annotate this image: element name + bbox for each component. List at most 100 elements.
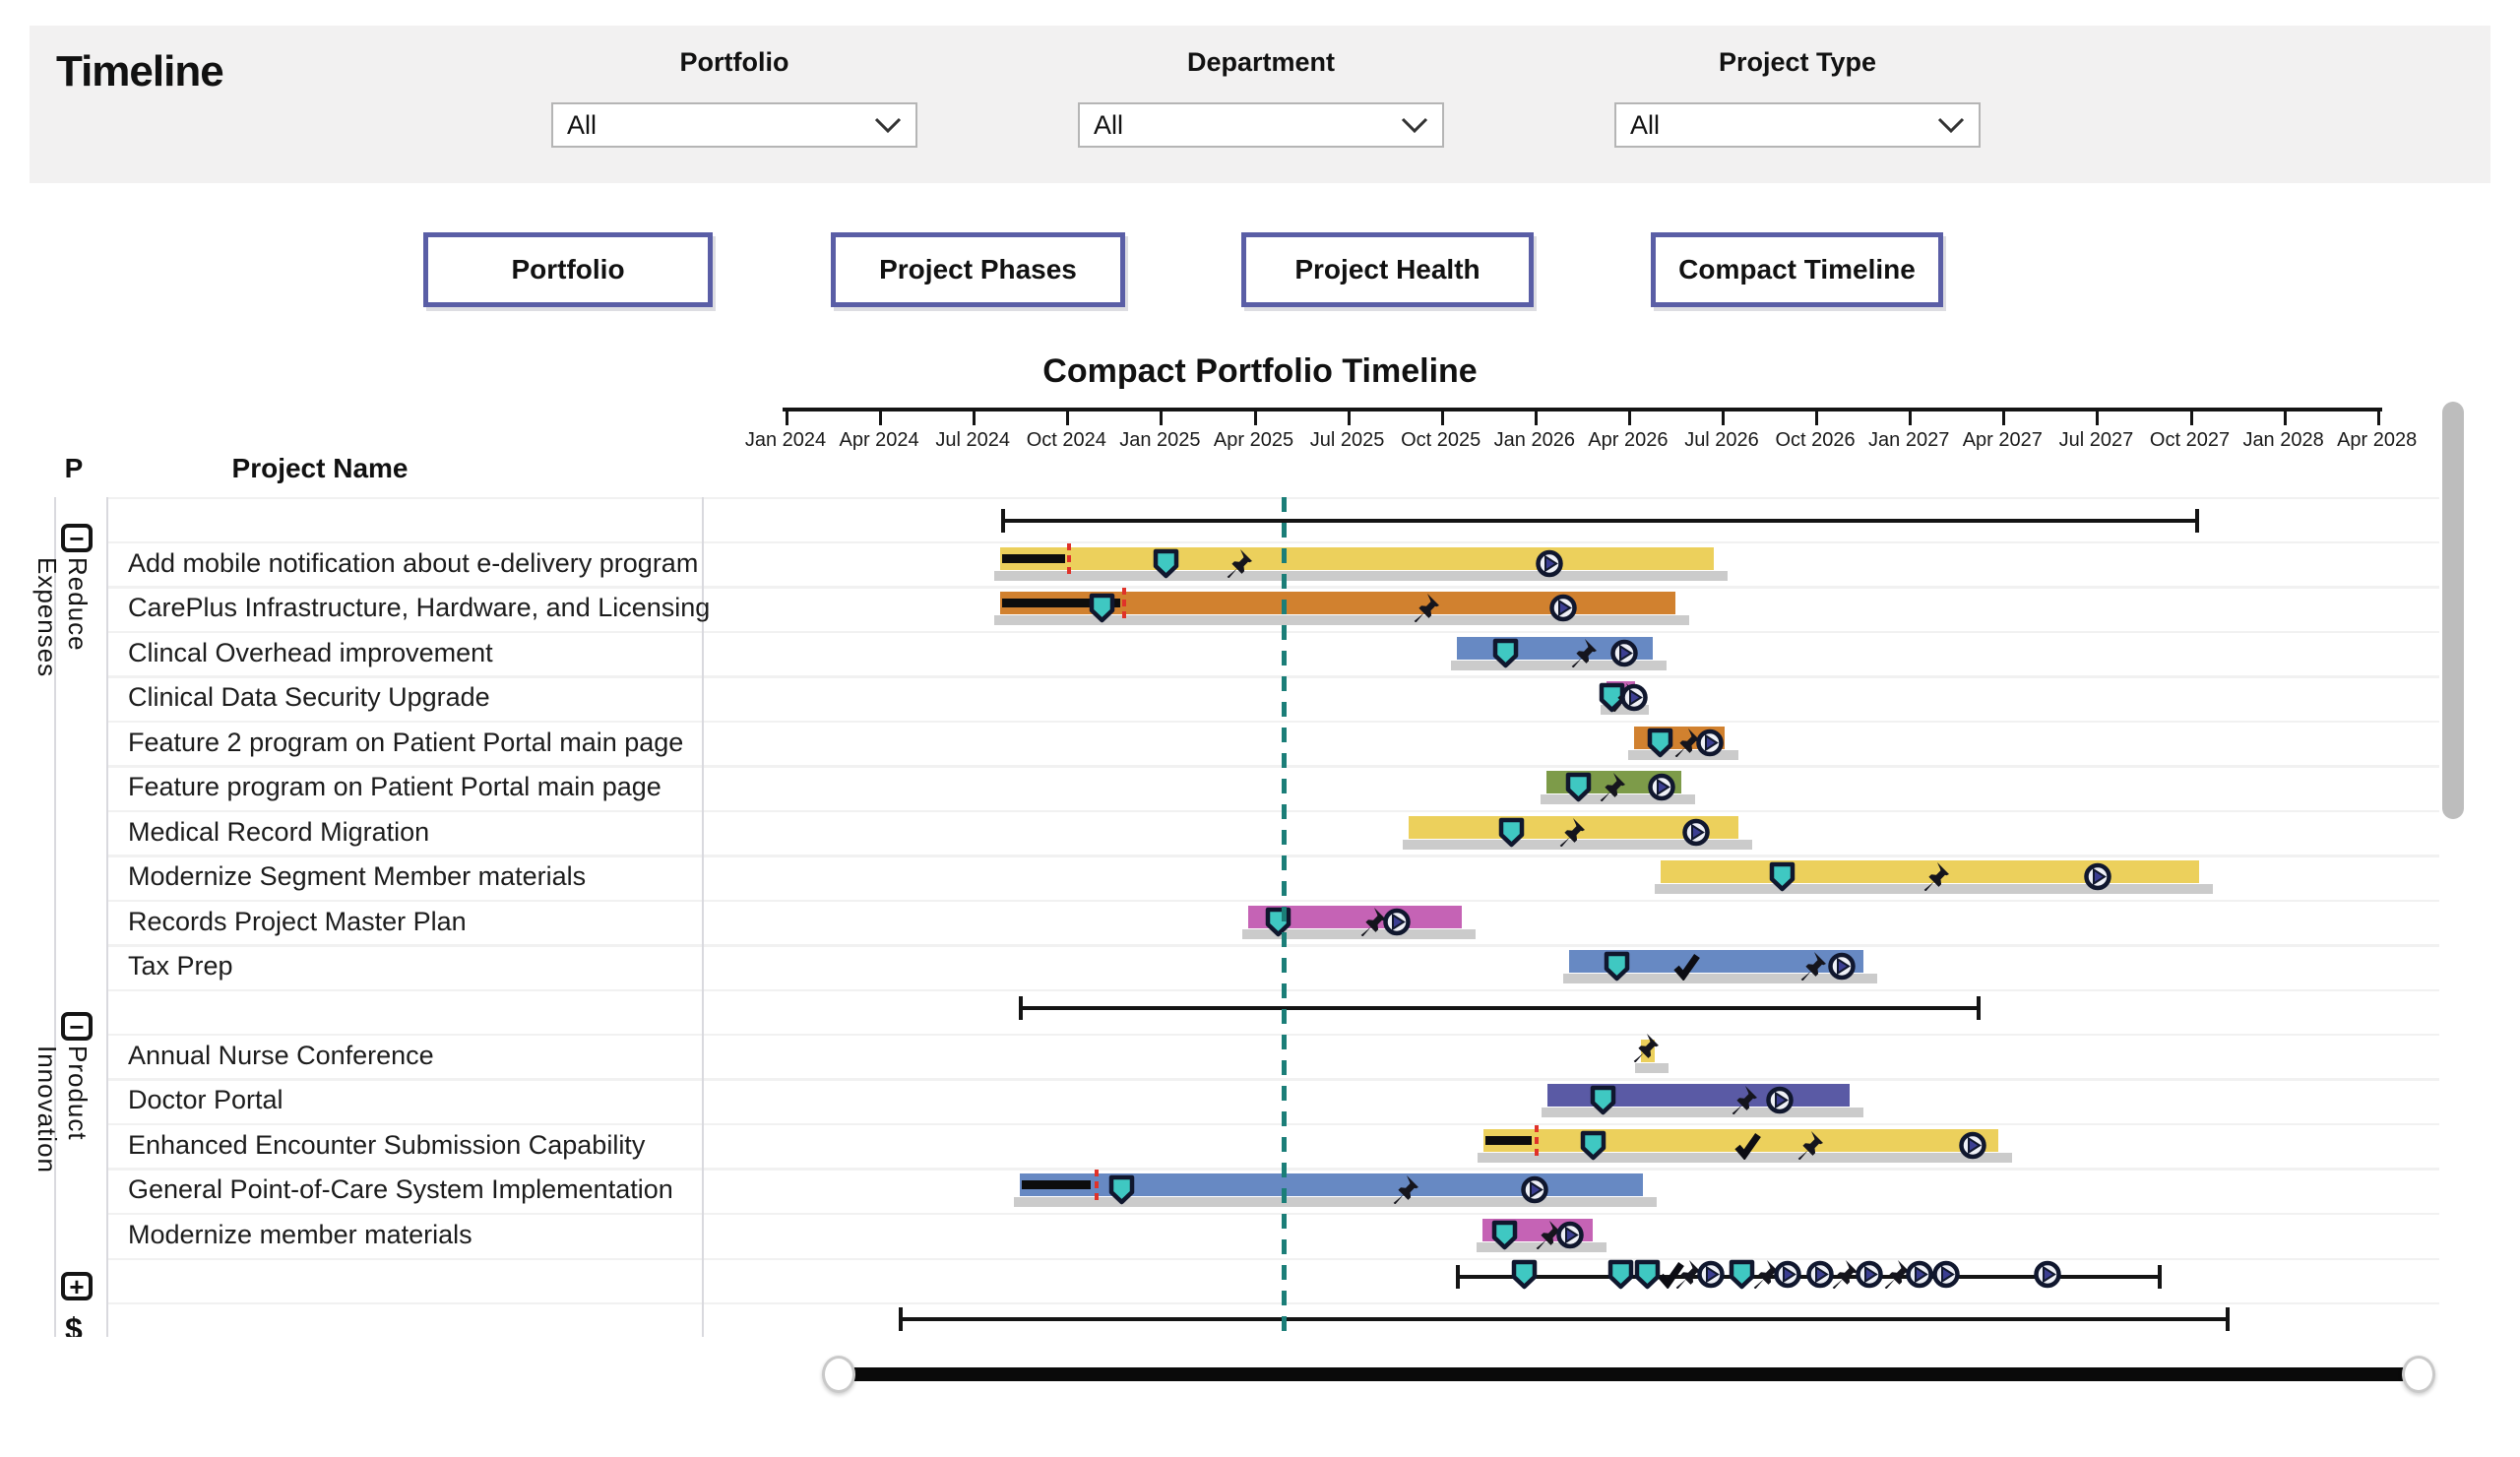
- milestone-shield-icon: [1089, 593, 1118, 623]
- project-name-cell: Clinical Data Security Upgrade: [128, 682, 490, 712]
- status-circle-icon: [1696, 1259, 1726, 1290]
- bar-shadow: [1563, 974, 1877, 983]
- filter-label-0: Portfolio: [679, 47, 789, 77]
- bar-shadow: [1403, 840, 1752, 850]
- group-column-divider: [106, 497, 108, 1337]
- row-gridline: [106, 944, 2439, 947]
- status-circle-icon: [1805, 1259, 1835, 1290]
- project-timeline-bar[interactable]: [1000, 547, 1714, 570]
- slider-handle-right[interactable]: [2402, 1356, 2435, 1393]
- progress-bar: [1485, 1136, 1532, 1145]
- pushpin-icon: [1357, 907, 1387, 937]
- axis-tick-label: Jul 2026: [1684, 429, 1759, 451]
- bracket-end-tick: [899, 1307, 903, 1331]
- filter-label-1: Department: [1186, 47, 1336, 77]
- project-timeline-bar[interactable]: [1409, 816, 1738, 839]
- axis-tick-label: Oct 2026: [1775, 429, 1856, 451]
- row-gridline: [106, 1213, 2439, 1216]
- nav-button-compact-timeline[interactable]: Compact Timeline: [1651, 232, 1943, 307]
- project-timeline-bar[interactable]: [1000, 592, 1675, 614]
- project-timeline-bar[interactable]: [1020, 1173, 1643, 1196]
- bar-shadow: [1477, 1242, 1606, 1252]
- table-left-border: [54, 497, 56, 1337]
- project-name-cell: Add mobile notification about e-delivery…: [128, 548, 699, 578]
- status-circle-icon: [2083, 861, 2112, 892]
- axis-tick-label: Oct 2024: [1026, 429, 1106, 451]
- axis-tick-label: Apr 2028: [2337, 429, 2418, 451]
- pushpin-icon: [1881, 1259, 1911, 1290]
- status-circle-icon: [1905, 1259, 1934, 1290]
- pushpin-icon: [1390, 1174, 1419, 1205]
- filter-label-2: Project Type: [1718, 47, 1877, 77]
- milestone-shield-icon: [1607, 1259, 1637, 1290]
- bar-shadow: [1242, 929, 1476, 939]
- project-name-cell: General Point-of-Care System Implementat…: [128, 1174, 673, 1204]
- status-circle-icon: [1555, 1220, 1585, 1250]
- check-icon: [1656, 1259, 1685, 1290]
- filter-select-1[interactable]: All: [1078, 102, 1444, 148]
- project-timeline-bar[interactable]: [1569, 950, 1863, 973]
- pushpin-icon: [1224, 548, 1253, 579]
- milestone-shield-icon: [1590, 1085, 1619, 1115]
- pushpin-icon: [1672, 1259, 1702, 1290]
- vertical-scrollbar-thumb[interactable]: [2442, 402, 2464, 819]
- progress-bar: [1002, 599, 1120, 607]
- collapse-group-button[interactable]: −: [61, 1012, 93, 1041]
- axis-tick-mark: [1253, 408, 1257, 425]
- row-gridline: [106, 855, 2439, 857]
- bar-shadow: [1541, 794, 1695, 804]
- time-range-slider-track[interactable]: [851, 1367, 2404, 1381]
- row-gridline: [106, 810, 2439, 813]
- pushpin-icon: [1556, 817, 1586, 848]
- bracket-end-tick: [2226, 1307, 2230, 1331]
- project-timeline-bar[interactable]: [1661, 860, 2199, 883]
- milestone-shield-icon: [1265, 907, 1294, 937]
- pushpin-icon: [1411, 593, 1440, 623]
- bar-shadow: [1451, 661, 1667, 670]
- today-marker-line: [1282, 497, 1287, 1337]
- milestone-shield-icon: [1491, 1220, 1521, 1250]
- row-gridline: [106, 675, 2439, 678]
- project-timeline-bar[interactable]: [1483, 1129, 1998, 1152]
- pushpin-icon: [1750, 1259, 1780, 1290]
- axis-tick-label: Jan 2026: [1493, 429, 1575, 451]
- nav-button-project-health[interactable]: Project Health: [1241, 232, 1534, 307]
- pushpin-icon: [1921, 861, 1950, 892]
- bar-shadow: [994, 615, 1689, 625]
- name-column-divider: [702, 497, 704, 1337]
- project-name-cell: Tax Prep: [128, 951, 233, 981]
- axis-tick-label: Apr 2026: [1588, 429, 1669, 451]
- collapse-group-button[interactable]: −: [61, 524, 93, 552]
- project-name-cell: Feature 2 program on Patient Portal main…: [128, 728, 684, 757]
- pushpin-icon: [1597, 772, 1626, 802]
- project-name-cell: Annual Nurse Conference: [128, 1041, 434, 1070]
- axis-tick-mark: [1534, 408, 1538, 425]
- bracket-end-tick: [1019, 996, 1023, 1020]
- axis-tick-mark: [1066, 408, 1070, 425]
- axis-tick-label: Jan 2028: [2242, 429, 2324, 451]
- row-gridline: [106, 900, 2439, 903]
- milestone-shield-icon: [1108, 1174, 1138, 1205]
- nav-button-project-phases[interactable]: Project Phases: [831, 232, 1125, 307]
- project-name-cell: Medical Record Migration: [128, 817, 430, 847]
- expand-group-button[interactable]: +: [61, 1272, 93, 1300]
- axis-tick-label: Apr 2025: [1213, 429, 1294, 451]
- check-icon: [1671, 951, 1701, 982]
- row-gridline: [106, 1257, 2439, 1260]
- bar-shadow: [1655, 884, 2213, 894]
- pushpin-icon: [1630, 1033, 1660, 1063]
- status-circle-icon: [1931, 1259, 1961, 1290]
- slider-handle-left[interactable]: [822, 1356, 855, 1393]
- filter-select-2[interactable]: All: [1614, 102, 1981, 148]
- bar-shadow: [1635, 1063, 1669, 1073]
- chevron-down-icon: [1937, 110, 1965, 141]
- filter-select-0[interactable]: All: [551, 102, 917, 148]
- axis-tick-mark: [2283, 408, 2287, 425]
- chevron-down-icon: [874, 110, 902, 141]
- group-label-vertical: Reduce Expenses: [32, 557, 93, 678]
- axis-tick-mark: [2002, 408, 2006, 425]
- status-circle-icon: [1382, 907, 1412, 937]
- status-circle-icon: [1609, 638, 1639, 668]
- nav-button-portfolio[interactable]: Portfolio: [423, 232, 713, 307]
